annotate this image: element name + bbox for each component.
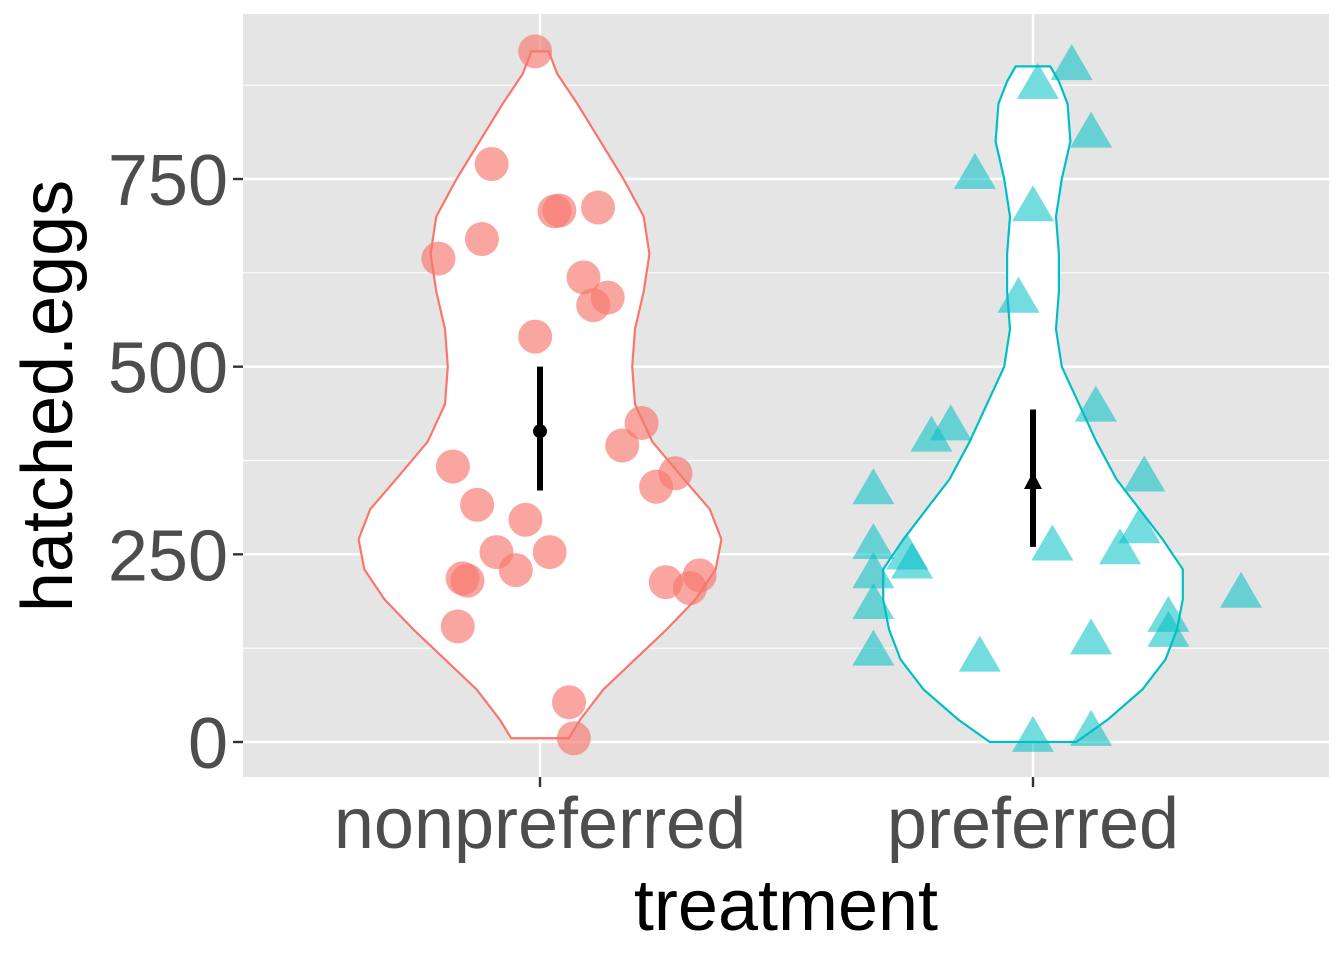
point-nonpreferred [518, 34, 553, 69]
point-nonpreferred [576, 288, 611, 323]
x-axis-title: treatment [634, 866, 938, 946]
point-nonpreferred [639, 469, 674, 504]
point-nonpreferred [566, 260, 601, 295]
point-preferred [953, 152, 996, 189]
point-nonpreferred [672, 571, 707, 606]
point-preferred [852, 629, 895, 666]
point-preferred [1031, 524, 1074, 561]
point-preferred [1099, 528, 1142, 565]
point-preferred [1070, 709, 1113, 746]
point-preferred [1123, 455, 1166, 492]
point-preferred [958, 635, 1001, 672]
point-preferred [1147, 610, 1190, 647]
data-points [421, 34, 1263, 756]
point-preferred [852, 583, 895, 620]
point-preferred [1050, 44, 1093, 81]
point-nonpreferred [624, 405, 659, 440]
point-preferred [910, 415, 953, 452]
point-nonpreferred [518, 319, 553, 354]
point-preferred [852, 523, 895, 560]
mean-marker-preferred [1024, 472, 1042, 490]
point-nonpreferred [421, 241, 456, 276]
y-axis-title: hatched.eggs [8, 180, 88, 612]
point-preferred [1070, 111, 1113, 148]
point-preferred [1220, 571, 1263, 608]
point-preferred [1012, 185, 1054, 222]
violin-preferred [882, 65, 1184, 744]
point-nonpreferred [450, 563, 485, 598]
x-tick-label: preferred [887, 784, 1179, 864]
x-tick-label: nonpreferred [334, 784, 746, 864]
point-nonpreferred [552, 685, 587, 720]
point-preferred [852, 468, 895, 505]
plot-panel [243, 14, 1329, 777]
point-preferred [1118, 507, 1161, 544]
point-preferred [997, 276, 1040, 313]
y-axis: 0 250 500 750 [108, 141, 243, 784]
point-nonpreferred [435, 449, 470, 484]
point-preferred [852, 552, 895, 589]
point-preferred [1016, 62, 1059, 99]
point-nonpreferred [537, 194, 572, 229]
mean-ci-summaries [533, 366, 1042, 547]
point-nonpreferred [605, 428, 640, 463]
point-nonpreferred [498, 553, 533, 588]
mean-marker-nonpreferred [533, 424, 547, 439]
point-nonpreferred [508, 502, 543, 537]
point-nonpreferred [532, 535, 567, 570]
point-preferred [891, 542, 934, 579]
x-axis: nonpreferred preferred [334, 777, 1179, 864]
point-nonpreferred [581, 190, 616, 225]
point-nonpreferred [556, 721, 591, 756]
y-tick-label: 0 [188, 704, 228, 784]
point-preferred [1012, 715, 1054, 752]
point-nonpreferred [474, 146, 509, 181]
y-tick-label: 750 [108, 141, 228, 221]
y-tick-label: 500 [108, 329, 228, 409]
y-tick-label: 250 [108, 516, 228, 596]
point-nonpreferred [440, 609, 475, 644]
point-nonpreferred [460, 487, 495, 522]
point-preferred [1070, 618, 1113, 655]
point-nonpreferred [464, 222, 499, 257]
point-preferred [1074, 385, 1117, 422]
